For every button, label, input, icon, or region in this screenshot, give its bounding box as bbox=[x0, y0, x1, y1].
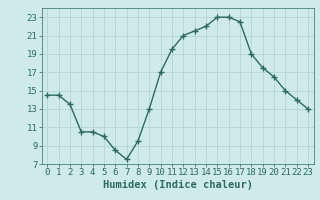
X-axis label: Humidex (Indice chaleur): Humidex (Indice chaleur) bbox=[103, 180, 252, 190]
